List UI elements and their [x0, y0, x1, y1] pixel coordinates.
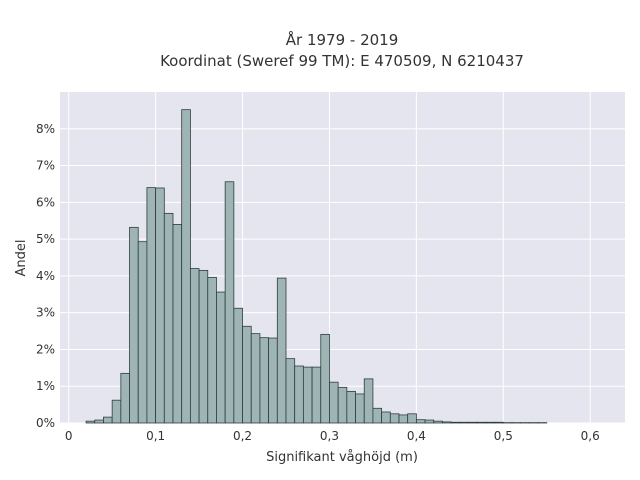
histogram-bar — [450, 421, 461, 424]
histogram-bar — [250, 333, 261, 424]
histogram-bar — [207, 276, 217, 424]
y-tick-label: 2% — [36, 342, 55, 356]
histogram-bar — [181, 109, 191, 424]
y-tick-label: 4% — [36, 269, 55, 283]
histogram-bar — [459, 421, 469, 424]
y-axis-label: Andel — [14, 240, 29, 277]
histogram-bar — [85, 420, 96, 424]
histogram-bar — [363, 378, 374, 424]
histogram-bar — [120, 372, 130, 424]
histogram-bar — [285, 358, 296, 424]
y-tick-label: 6% — [36, 195, 55, 209]
histogram-bar — [476, 421, 487, 424]
histogram-bar — [398, 414, 409, 424]
histogram-bar — [407, 413, 417, 424]
x-tick-label: 0,5 — [494, 429, 513, 443]
histogram-bar — [302, 366, 313, 424]
histogram-bar — [172, 223, 183, 424]
histogram-bar — [242, 325, 252, 424]
histogram-bar — [320, 333, 330, 424]
histogram-bar — [433, 420, 443, 424]
histogram-bar — [276, 277, 287, 424]
histogram-bar — [311, 366, 322, 424]
histogram-bar — [329, 381, 339, 424]
y-axis-ticks: 0% 1% 2% 3% 4% 5% 6% 7% 8% — [36, 122, 55, 430]
histogram-bar — [268, 337, 278, 424]
x-tick-label: 0,1 — [146, 429, 165, 443]
x-tick-label: 0,4 — [407, 429, 426, 443]
histogram-bar — [389, 413, 400, 424]
histogram-bar — [372, 407, 383, 424]
y-tick-label: 0% — [36, 416, 55, 430]
histogram-bar — [233, 307, 243, 424]
histogram-bar — [424, 419, 435, 424]
histogram-bar — [94, 419, 104, 424]
histogram-bar — [216, 291, 226, 424]
histogram-bar — [111, 399, 122, 424]
histogram-bars — [85, 109, 548, 424]
y-tick-label: 8% — [36, 122, 55, 136]
chart-subtitle: Koordinat (Sweref 99 TM): E 470509, N 62… — [160, 52, 524, 70]
x-tick-label: 0 — [65, 429, 73, 443]
histogram-bar — [259, 337, 270, 424]
histogram-bar — [294, 365, 304, 424]
histogram-bar — [355, 393, 365, 424]
histogram-bar — [103, 416, 113, 424]
histogram-bar — [346, 390, 356, 424]
x-axis-ticks: 0 0,1 0,2 0,3 0,4 0,5 0,6 — [65, 429, 600, 443]
histogram-bar — [381, 411, 391, 424]
histogram-bar — [485, 421, 496, 424]
histogram-bar — [163, 212, 174, 424]
histogram-bar — [198, 269, 209, 424]
y-tick-label: 5% — [36, 232, 55, 246]
x-tick-label: 0,2 — [233, 429, 252, 443]
x-tick-label: 0,6 — [581, 429, 600, 443]
histogram-bar — [137, 241, 148, 424]
histogram-bar — [468, 421, 478, 424]
chart-title: År 1979 - 2019 — [286, 30, 399, 49]
y-tick-label: 1% — [36, 379, 55, 393]
histogram-bar — [337, 386, 348, 424]
x-tick-label: 0,3 — [320, 429, 339, 443]
x-axis-label: Signifikant våghöjd (m) — [266, 450, 418, 465]
histogram-bar — [415, 419, 426, 424]
histogram-bar — [129, 226, 139, 424]
histogram-bar — [155, 187, 165, 424]
histogram-bar — [442, 421, 452, 424]
y-tick-label: 7% — [36, 159, 55, 173]
y-tick-label: 3% — [36, 306, 55, 320]
histogram-bar — [146, 187, 157, 424]
histogram-bar — [224, 181, 235, 424]
histogram-bar — [189, 268, 200, 424]
histogram-bar — [494, 421, 504, 424]
